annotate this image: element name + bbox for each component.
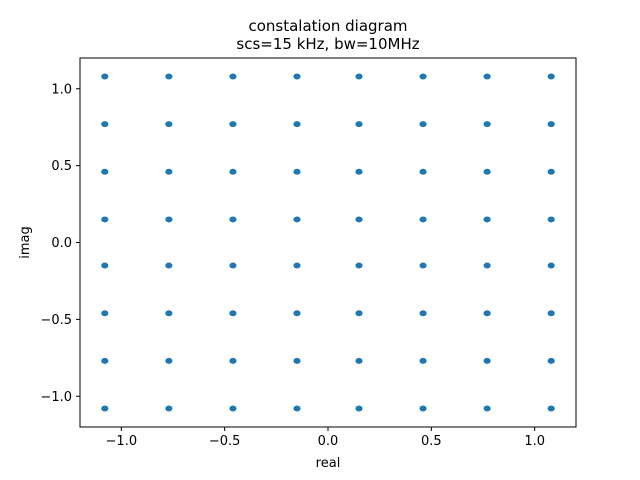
data-point — [355, 168, 363, 175]
x-axis-ticks: −1.0 −0.5 0.0 0.5 1.0 — [106, 427, 545, 449]
x-tick-label: 0.5 — [421, 434, 442, 449]
data-point — [229, 73, 237, 80]
data-point — [547, 73, 555, 80]
data-point — [547, 168, 555, 175]
y-tick-label: −0.5 — [40, 313, 72, 328]
x-tick-label: −1.0 — [106, 434, 138, 449]
data-point — [165, 121, 173, 128]
x-tick-label: 0.0 — [318, 434, 339, 449]
data-point — [419, 405, 427, 412]
data-point — [101, 121, 109, 128]
y-axis-label: imag — [18, 226, 33, 259]
data-point — [101, 73, 109, 80]
data-point — [419, 262, 427, 269]
chart-subtitle: scs=15 kHz, bw=10MHz — [236, 35, 419, 53]
data-point — [101, 310, 109, 317]
data-point — [293, 73, 301, 80]
data-point — [293, 310, 301, 317]
data-point — [547, 216, 555, 223]
data-point — [483, 121, 491, 128]
data-point — [419, 310, 427, 317]
data-point — [483, 357, 491, 364]
data-point — [229, 310, 237, 317]
data-point — [483, 168, 491, 175]
data-point — [293, 121, 301, 128]
data-point — [229, 121, 237, 128]
data-point — [165, 310, 173, 317]
data-point — [483, 310, 491, 317]
data-point — [547, 262, 555, 269]
y-tick-label: 0.5 — [51, 159, 72, 174]
data-point — [165, 357, 173, 364]
data-point — [355, 357, 363, 364]
data-point — [355, 405, 363, 412]
data-point — [293, 216, 301, 223]
y-tick-label: 1.0 — [51, 82, 72, 97]
data-point — [355, 216, 363, 223]
data-point — [101, 357, 109, 364]
data-point — [165, 73, 173, 80]
x-tick-label: 1.0 — [524, 434, 545, 449]
data-point — [419, 357, 427, 364]
data-point — [419, 216, 427, 223]
data-point — [355, 262, 363, 269]
data-point — [547, 121, 555, 128]
y-axis-ticks: −1.0 −0.5 0.0 0.5 1.0 — [40, 82, 80, 405]
data-point — [293, 262, 301, 269]
x-axis-label: real — [316, 456, 341, 471]
chart-title: constalation diagram — [248, 17, 407, 35]
data-point — [355, 73, 363, 80]
y-tick-label: 0.0 — [51, 236, 72, 251]
data-point — [483, 262, 491, 269]
data-point — [293, 405, 301, 412]
plot-area-frame — [79, 57, 577, 428]
data-point — [229, 216, 237, 223]
data-point — [165, 262, 173, 269]
data-point — [483, 216, 491, 223]
data-point — [419, 121, 427, 128]
data-point — [355, 121, 363, 128]
data-point — [229, 405, 237, 412]
data-points — [101, 73, 555, 412]
data-point — [293, 168, 301, 175]
y-tick-label: −1.0 — [40, 390, 72, 405]
data-point — [101, 216, 109, 223]
data-point — [165, 168, 173, 175]
data-point — [293, 357, 301, 364]
data-point — [229, 262, 237, 269]
data-point — [101, 405, 109, 412]
data-point — [229, 168, 237, 175]
data-point — [101, 168, 109, 175]
data-point — [547, 357, 555, 364]
data-point — [229, 357, 237, 364]
data-point — [547, 405, 555, 412]
data-point — [165, 405, 173, 412]
data-point — [165, 216, 173, 223]
data-point — [419, 168, 427, 175]
data-point — [483, 405, 491, 412]
data-point — [355, 310, 363, 317]
data-point — [483, 73, 491, 80]
x-tick-label: −0.5 — [209, 434, 241, 449]
data-point — [547, 310, 555, 317]
data-point — [101, 262, 109, 269]
data-point — [419, 73, 427, 80]
